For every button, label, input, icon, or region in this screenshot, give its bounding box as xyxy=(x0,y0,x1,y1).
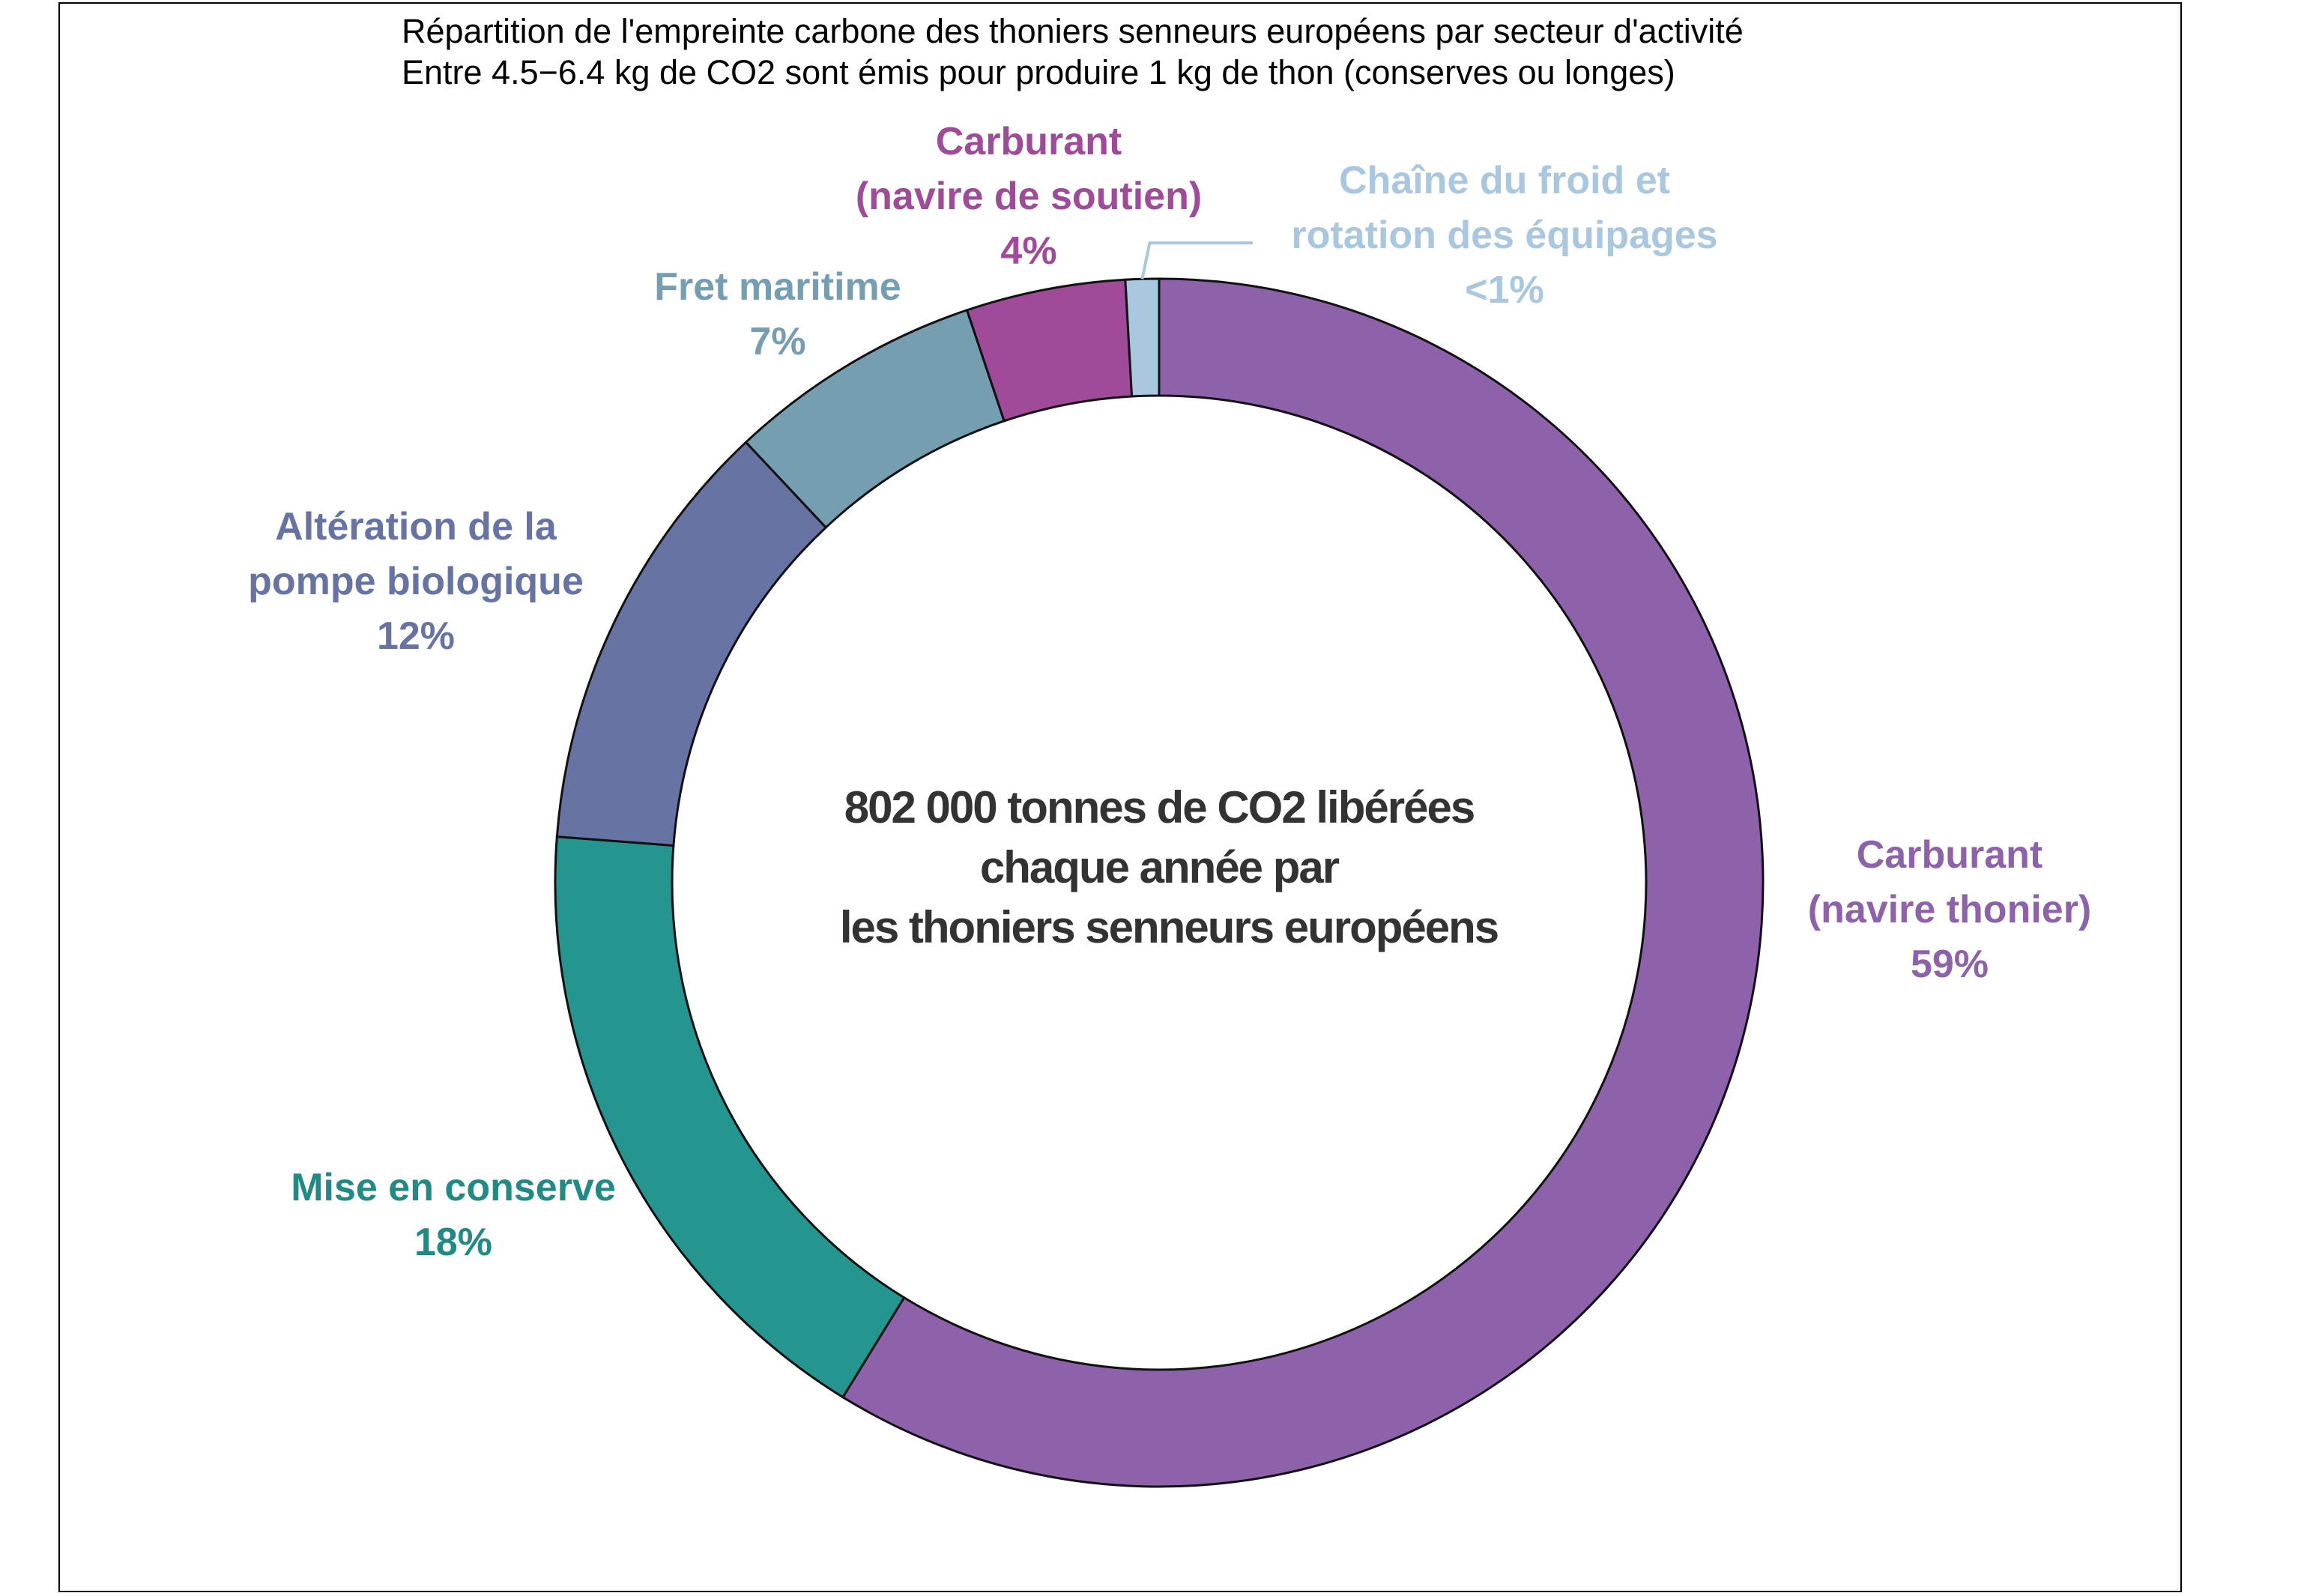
chart-title: Répartition de l'empreinte carbone des t… xyxy=(402,12,1744,50)
slice-6-label-line-2: rotation des équipages xyxy=(1291,214,1717,257)
slice-6-percent-label: <1% xyxy=(1465,268,1544,312)
slice-5-percent-label: 4% xyxy=(1000,229,1056,273)
chart-subtitle: Entre 4.5−6.4 kg de CO2 sont émis pour p… xyxy=(402,53,1675,91)
label-leaders xyxy=(1140,241,1253,279)
center-text-line-3: les thoniers senneurs européens xyxy=(840,902,1498,952)
slice-3-label-line-1: Altération de la xyxy=(275,505,557,548)
slice-1-label-line-2: (navire thonier) xyxy=(1808,888,2092,931)
donut-slice-1 xyxy=(841,277,1765,1488)
slice-2-percent-label: 18% xyxy=(414,1221,492,1264)
slice-2-label-line-1: Mise en conserve xyxy=(291,1166,616,1209)
slice-3-label-line-2: pompe biologique xyxy=(248,560,584,603)
plot-border xyxy=(58,2,2182,1592)
slice-4-percent-label: 7% xyxy=(749,320,805,363)
slice-labels: Carburant (navire thonier) 59% Mise en cons… xyxy=(248,120,2091,1264)
center-text-line-2: chaque année par xyxy=(980,842,1340,892)
slice-1-percent-label: 59% xyxy=(1911,943,1989,986)
center-text-line-1: 802 000 tonnes de CO2 libérées xyxy=(844,782,1474,832)
donut-slices xyxy=(554,277,1765,1488)
slice-4-label-line-1: Fret maritime xyxy=(654,265,901,309)
slice-5-label-line-1: Carburant xyxy=(936,120,1122,163)
slice-6-label-line-1: Chaîne du froid et xyxy=(1339,159,1670,202)
donut-slice-6 xyxy=(1124,277,1161,398)
slice-5-label-line-2: (navire de soutien) xyxy=(856,175,1202,218)
slice-1-label-line-1: Carburant xyxy=(1857,833,2043,877)
slice-6-leader-line xyxy=(1140,241,1253,279)
slice-3-percent-label: 12% xyxy=(377,614,455,658)
